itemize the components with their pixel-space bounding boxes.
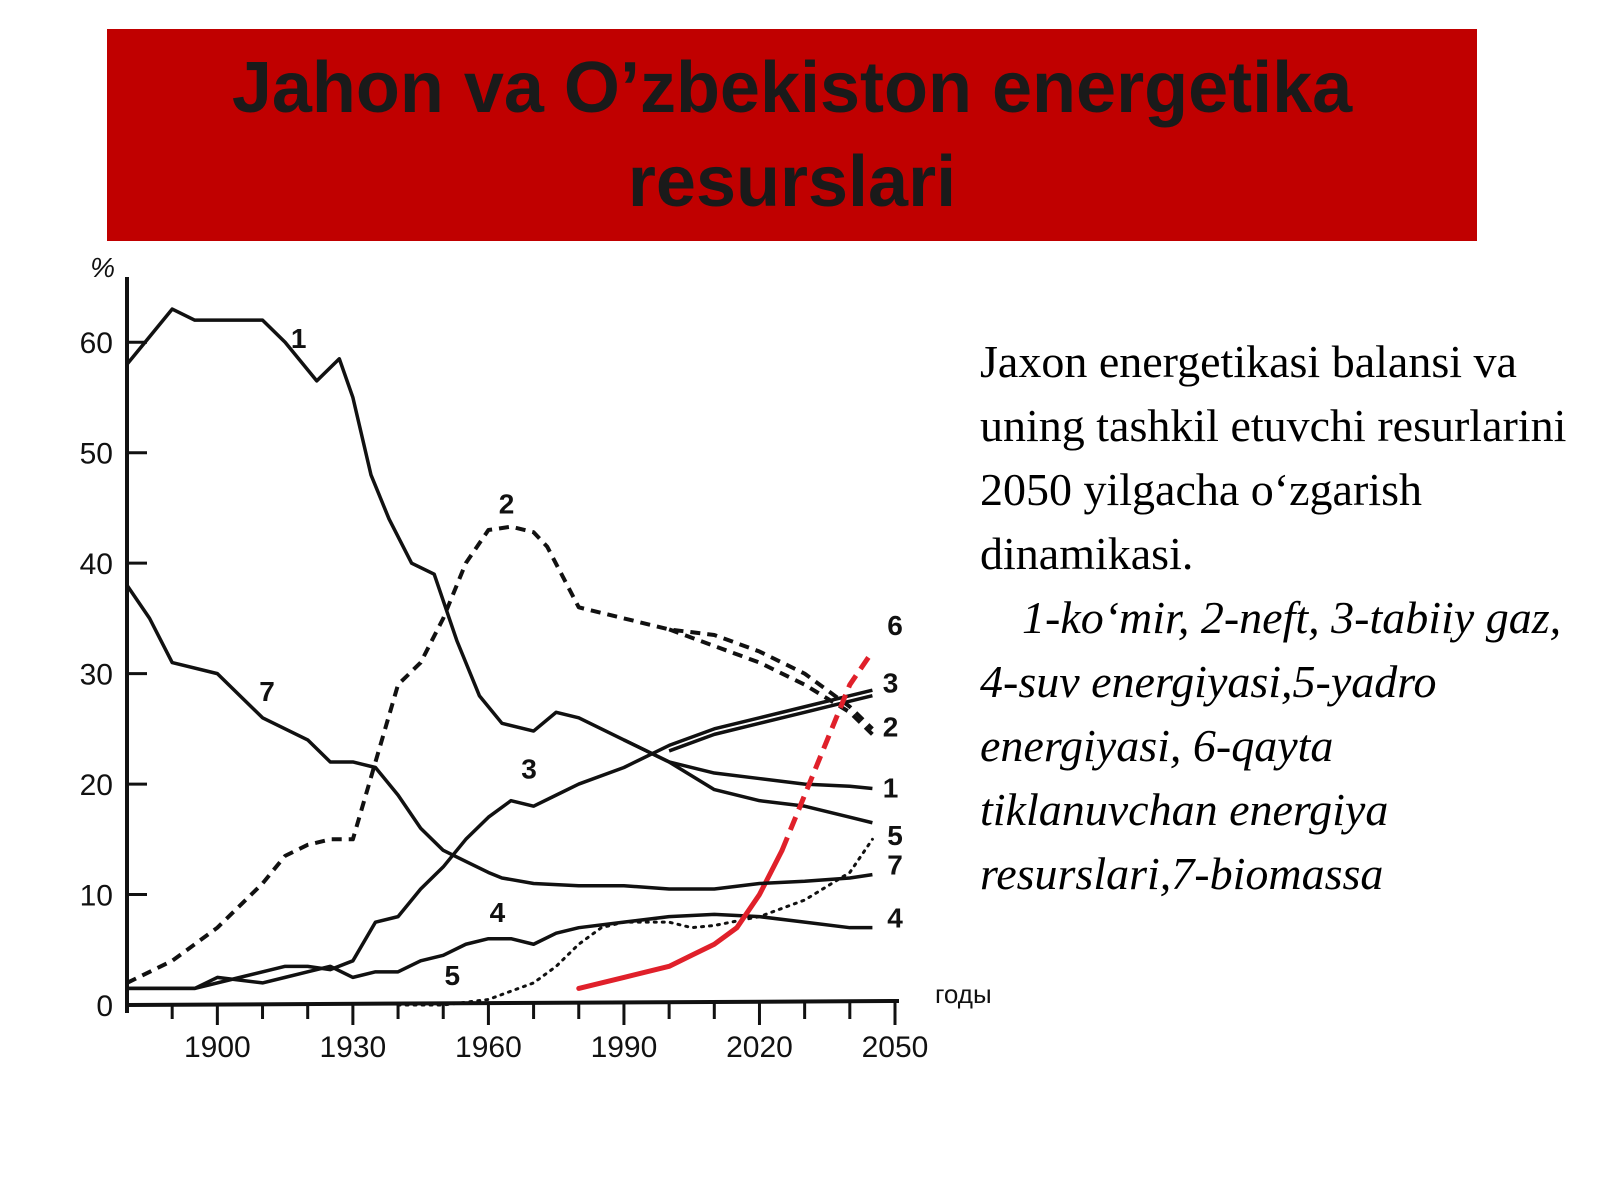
x-tick-label: 1990	[591, 1031, 658, 1064]
series-3-line	[668, 694, 873, 753]
series-5-line	[396, 837, 874, 1007]
series-2-line	[668, 627, 874, 736]
chart-series	[125, 307, 875, 1007]
series-3-line	[127, 688, 873, 991]
y-axis-label: %	[90, 252, 115, 283]
series-label-7: 7	[887, 850, 903, 881]
y-tick-label: 50	[80, 438, 113, 471]
series-label-6: 6	[887, 610, 903, 641]
x-tick-label: 2020	[726, 1031, 793, 1064]
x-tick-label: 1930	[320, 1031, 387, 1064]
x-tick-label: 1900	[184, 1031, 251, 1064]
y-tick-label: 40	[80, 548, 113, 581]
series-7-line	[125, 584, 873, 891]
series-1-line	[125, 307, 873, 791]
energy-balance-chart: 0 10 20 30 40 50 60% 1900 1930 1960 1990 2020 2050го…	[80, 252, 992, 1064]
series-1-line	[623, 738, 873, 825]
x-axis-label: годы	[935, 979, 992, 1009]
series-label-4: 4	[887, 903, 903, 934]
x-tick-label: 1960	[455, 1031, 522, 1064]
y-tick-label: 10	[80, 880, 113, 913]
series-label-2: 2	[883, 712, 899, 743]
caption-legend: 1-ko‘mir, 2-neft, 3-tabiiy gaz, 4-suv en…	[980, 592, 1562, 899]
x-axis-line	[126, 999, 900, 1007]
y-tick-label: 20	[80, 769, 113, 802]
series-label-7: 7	[259, 676, 275, 707]
series-label-4: 4	[490, 897, 506, 928]
series-label-5: 5	[444, 960, 460, 991]
series-label-3: 3	[883, 667, 899, 698]
series-2-line	[126, 524, 874, 985]
slide-title: Jahon va O’zbekiston energetika resursla…	[231, 48, 1353, 222]
series-label-1: 1	[883, 772, 899, 803]
chart: 0 10 20 30 40 50 60% 1900 1930 1960 1990 2020 2050 го…	[0, 245, 1020, 1095]
series-4-line	[127, 912, 873, 991]
series-6-line	[576, 847, 785, 991]
series-label-3: 3	[521, 754, 537, 785]
caption-description: Jaxon energetikasi balansi va uning tash…	[980, 336, 1567, 579]
y-tick-label: 30	[80, 659, 113, 692]
series-label-1: 1	[291, 323, 307, 354]
series-label-5: 5	[887, 820, 903, 851]
x-tick-label: 2050	[862, 1031, 929, 1064]
series-6-line-projection	[779, 650, 875, 852]
caption: Jaxon energetikasi balansi va uning tash…	[980, 330, 1580, 906]
y-tick-label: 60	[80, 327, 113, 360]
title-bar: Jahon va O’zbekiston energetika resursla…	[107, 29, 1477, 241]
y-tick-label: 0	[96, 990, 113, 1023]
series-label-2: 2	[499, 488, 515, 519]
chart-axes: 0 10 20 30 40 50 60% 1900 1930 1960 1990 2020 2050го…	[80, 252, 992, 1064]
